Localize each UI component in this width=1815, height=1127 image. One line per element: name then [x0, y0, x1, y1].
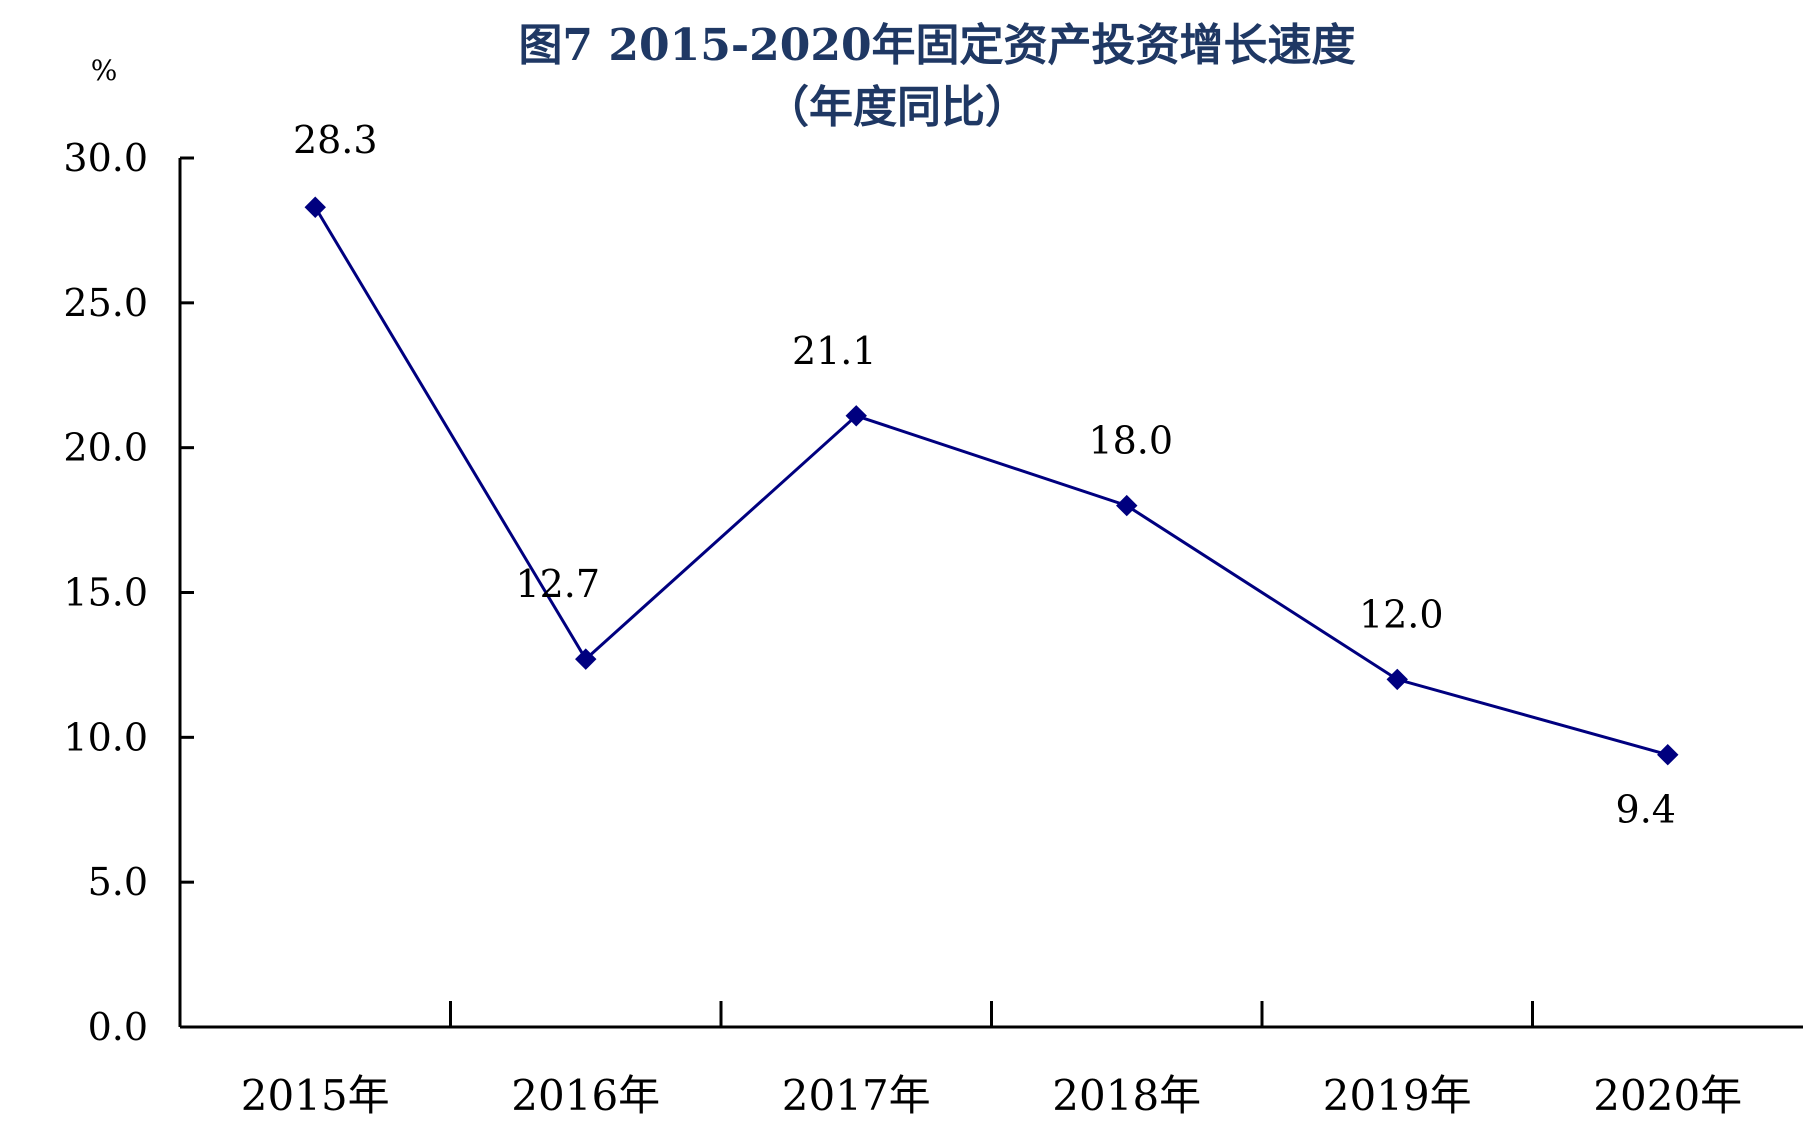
- y-tick-label: 5.0: [88, 860, 148, 904]
- data-label: 18.0: [1088, 419, 1173, 463]
- data-labels: 28.3 12.7 21.1 18.0 12.0 9.4: [293, 118, 1676, 831]
- data-point-marker: [1386, 668, 1408, 691]
- data-point-marker: [845, 405, 867, 427]
- data-label: 21.1: [792, 329, 877, 373]
- y-tick-label: 15.0: [63, 571, 148, 615]
- y-tick-label: 10.0: [63, 715, 148, 759]
- data-label: 12.7: [515, 562, 600, 606]
- axes: [178, 158, 1803, 1029]
- series-line: [313, 206, 1669, 757]
- y-axis-ticks: 0.0 5.0 10.0 15.0 20.0 25.0 30.0: [63, 136, 194, 1049]
- data-label: 28.3: [293, 118, 378, 162]
- chart-subtitle: （年度同比）: [765, 82, 1029, 133]
- data-point-marker: [304, 196, 326, 218]
- y-tick-label: 0.0: [88, 1005, 148, 1049]
- x-tick-label: 2018年: [1052, 1071, 1201, 1120]
- data-label: 9.4: [1616, 788, 1676, 832]
- y-tick-label: 20.0: [63, 426, 148, 470]
- x-tick-label: 2019年: [1323, 1071, 1472, 1120]
- data-point-marker: [575, 648, 597, 670]
- data-label: 12.0: [1359, 592, 1444, 636]
- x-tick-label: 2020年: [1593, 1071, 1742, 1120]
- x-tick-label: 2017年: [782, 1071, 931, 1120]
- series-group: [304, 196, 1679, 766]
- data-point-marker: [1657, 744, 1679, 766]
- x-axis-ticks: 2015年 2016年 2017年 2018年 2019年 2020年: [241, 1001, 1742, 1120]
- y-tick-label: 30.0: [63, 136, 148, 180]
- chart-title: 图7 2015-2020年固定资产投资增长速度: [518, 20, 1355, 71]
- y-axis-unit-label: %: [91, 54, 118, 87]
- x-tick-label: 2016年: [511, 1071, 660, 1120]
- y-tick-label: 25.0: [63, 281, 148, 325]
- data-point-marker: [1116, 494, 1138, 517]
- x-tick-label: 2015年: [241, 1071, 390, 1120]
